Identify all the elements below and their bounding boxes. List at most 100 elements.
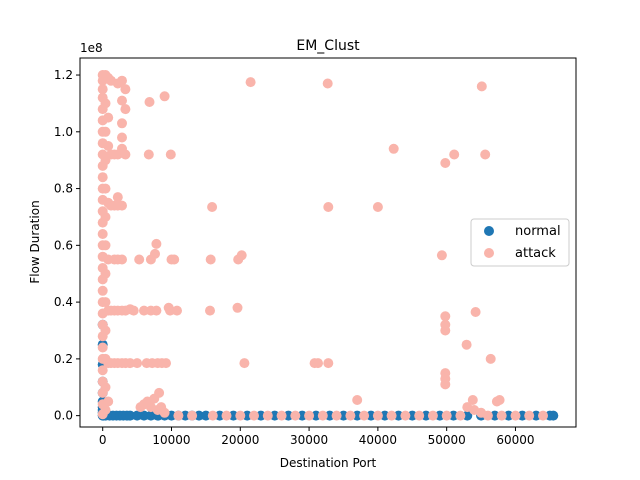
data-point-attack <box>538 410 548 421</box>
data-point-attack <box>455 410 466 421</box>
x-tick-label: 30000 <box>290 433 328 447</box>
data-point-attack <box>494 395 505 405</box>
data-point-attack <box>172 305 182 316</box>
data-point-attack <box>151 238 162 249</box>
data-point-attack <box>144 97 155 107</box>
data-point-attack <box>480 149 491 160</box>
data-point-attack <box>165 305 176 316</box>
data-point-normal <box>366 410 376 421</box>
data-point-attack <box>100 382 111 393</box>
data-point-attack <box>485 353 496 364</box>
data-point-attack <box>132 358 143 369</box>
data-point-attack <box>97 365 108 376</box>
data-point-attack <box>372 202 383 212</box>
data-point-attack <box>388 143 399 154</box>
data-point-attack <box>496 410 507 421</box>
data-point-attack <box>290 410 301 421</box>
data-point-attack <box>103 396 114 407</box>
data-point-attack <box>159 407 170 418</box>
data-point-attack <box>304 410 315 421</box>
data-point-attack <box>117 132 127 143</box>
data-point-attack <box>440 325 451 336</box>
data-point-attack <box>323 358 334 369</box>
legend-marker-normal <box>484 226 494 236</box>
data-point-attack <box>97 229 108 239</box>
data-point-attack <box>400 410 411 421</box>
chart-title: EM_Clust <box>296 38 360 54</box>
data-point-attack <box>187 410 198 421</box>
data-point-attack <box>221 410 232 421</box>
x-tick-label: 0 <box>99 433 107 447</box>
data-point-attack <box>103 141 114 151</box>
data-point-attack <box>159 91 170 102</box>
data-point-attack <box>482 410 493 421</box>
data-point-attack <box>150 248 160 259</box>
data-point-attack <box>262 410 273 421</box>
data-point-attack <box>322 78 333 89</box>
data-point-attack <box>207 202 218 212</box>
data-point-attack <box>440 379 451 390</box>
data-point-attack <box>386 410 397 421</box>
data-point-attack <box>440 158 451 168</box>
plot-frame <box>79 57 577 428</box>
data-point-attack <box>117 118 127 129</box>
data-point-attack <box>461 339 472 350</box>
data-point-attack <box>510 410 521 421</box>
data-point-attack <box>100 405 111 415</box>
data-point-attack <box>165 149 176 160</box>
x-tick-label: 50000 <box>428 433 466 447</box>
data-point-attack <box>414 410 425 421</box>
data-point-attack <box>125 358 136 369</box>
data-point-attack <box>100 98 111 109</box>
legend-marker-attack <box>484 248 494 258</box>
data-point-attack <box>117 254 127 265</box>
data-point-attack <box>97 172 108 183</box>
data-point-attack <box>427 410 438 421</box>
data-point-attack <box>97 342 108 353</box>
data-point-attack <box>207 410 218 421</box>
data-point-attack <box>331 410 342 421</box>
data-point-normal <box>255 410 266 421</box>
data-point-attack <box>169 254 180 265</box>
data-point-attack <box>276 410 287 421</box>
data-point-attack <box>161 358 171 369</box>
data-point-attack <box>120 84 131 95</box>
y-tick-label: 0.4 <box>54 295 73 309</box>
y-tick-label: 0.8 <box>54 182 73 196</box>
data-point-normal <box>393 410 404 421</box>
data-point-attack <box>149 393 160 404</box>
data-point-attack <box>449 149 460 160</box>
data-point-attack <box>239 358 250 369</box>
data-point-attack <box>467 395 478 405</box>
data-point-attack <box>205 254 216 265</box>
data-point-attack <box>100 126 111 137</box>
data-point-normal <box>139 410 149 421</box>
data-point-attack <box>120 104 131 115</box>
legend-label-attack: attack <box>515 246 556 261</box>
data-point-attack <box>236 250 247 261</box>
data-point-attack <box>436 250 447 261</box>
data-point-attack <box>235 410 246 421</box>
data-point-attack <box>249 410 259 421</box>
y-tick-label: 1.2 <box>54 68 73 82</box>
data-point-attack <box>143 149 154 160</box>
data-point-attack <box>470 307 481 317</box>
data-point-attack <box>97 285 108 296</box>
data-point-normal <box>489 410 500 421</box>
y-tick-label: 0.2 <box>54 352 73 366</box>
data-point-attack <box>100 268 111 279</box>
data-point-attack <box>134 254 145 265</box>
legend-box <box>470 218 570 267</box>
data-point-attack <box>440 311 451 322</box>
data-point-attack <box>232 302 243 313</box>
x-tick-label: 60000 <box>496 433 534 447</box>
data-point-attack <box>120 149 131 160</box>
y-tick-label: 0.0 <box>54 409 73 423</box>
x-tick-label: 10000 <box>152 433 190 447</box>
data-point-normal <box>194 410 204 421</box>
data-point-normal <box>324 410 335 421</box>
data-point-normal <box>200 410 211 421</box>
data-point-normal <box>132 410 143 421</box>
data-point-attack <box>117 95 127 106</box>
